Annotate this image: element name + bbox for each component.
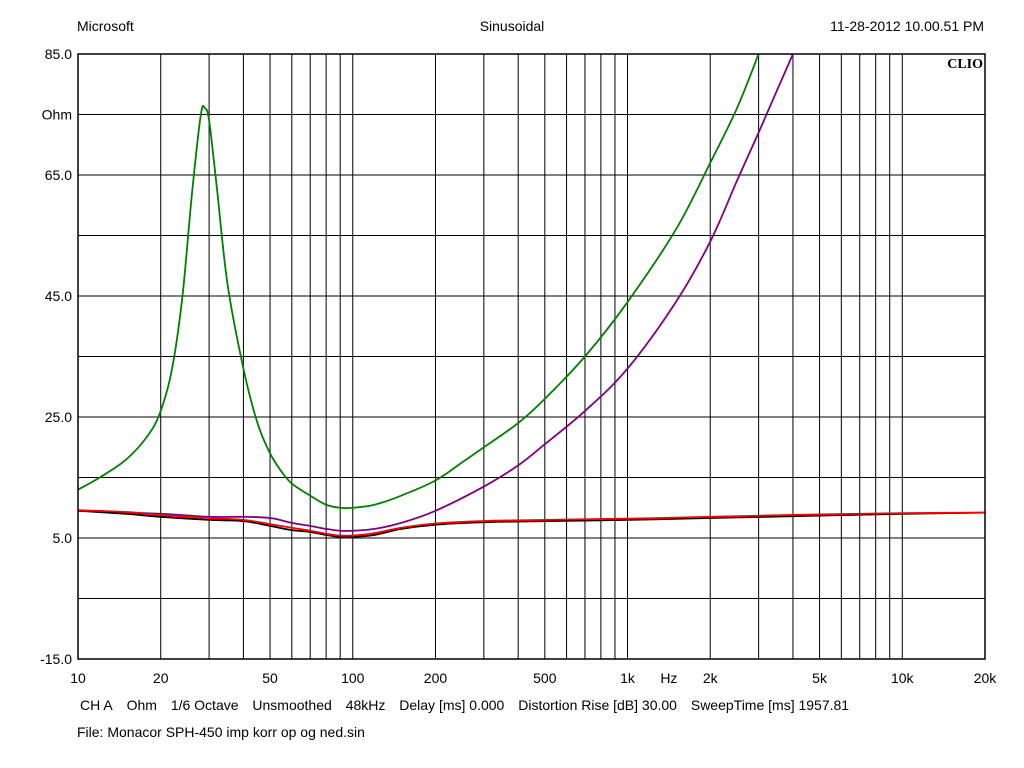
header-left-label: Microsoft [77, 18, 134, 34]
x-tick-label: 10 [70, 670, 86, 686]
y-tick-label: 85.0 [45, 46, 72, 62]
x-tick-label: 20 [153, 670, 169, 686]
x-unit-label: Hz [660, 670, 677, 686]
smoothing-label: Unsmoothed [252, 697, 332, 713]
series-line [78, 509, 985, 538]
x-tick-label: 5k [812, 670, 828, 686]
series-line [78, 54, 794, 532]
x-tick-label: 10k [891, 670, 915, 686]
x-tick-label: 20k [974, 670, 998, 686]
series-line [78, 54, 760, 510]
header-timestamp: 11-28-2012 10.00.51 PM [830, 18, 984, 34]
chart-grid [77, 53, 986, 660]
y-tick-label: -15.0 [40, 651, 72, 667]
x-tick-label: 500 [533, 670, 557, 686]
x-tick-label: 200 [424, 670, 448, 686]
y-tick-label: 45.0 [45, 288, 72, 304]
rate-label: 48kHz [345, 697, 386, 713]
unit-label: Ohm [126, 697, 157, 713]
x-tick-label: 2k [703, 670, 719, 686]
header-title: Sinusoidal [479, 18, 545, 34]
octave-label: 1/6 Octave [170, 697, 239, 713]
plot-frame [77, 53, 986, 660]
x-tick-labels: 10 20 50 100 200 500 1k 2k 5k 10k 20k [70, 670, 997, 686]
distortion-label: Distortion Rise [dB] 30.00 [518, 697, 677, 713]
x-tick-label: 1k [620, 670, 636, 686]
sweep-label: SweepTime [ms] 1957.81 [690, 697, 850, 713]
file-name-label: File: Monacor SPH-450 imp korr op og ned… [77, 724, 365, 740]
y-tick-label: 25.0 [45, 409, 72, 425]
measurement-settings: CH A Ohm 1/6 Octave Unsmoothed 48kHz Del… [80, 697, 859, 713]
x-tick-label: 50 [262, 670, 278, 686]
chart-curves [78, 54, 985, 538]
series-line [78, 509, 985, 537]
x-tick-label: 100 [341, 670, 365, 686]
y-unit-label: Ohm [42, 107, 72, 123]
channel-label: CH A [80, 697, 113, 713]
clio-brand-label: CLIO [947, 57, 983, 72]
y-tick-labels: 85.0 65.0 45.0 25.0 5.0 -15.0 [40, 46, 72, 667]
y-tick-label: 5.0 [53, 530, 73, 546]
delay-label: Delay [ms] 0.000 [399, 697, 505, 713]
y-tick-label: 65.0 [45, 167, 72, 183]
